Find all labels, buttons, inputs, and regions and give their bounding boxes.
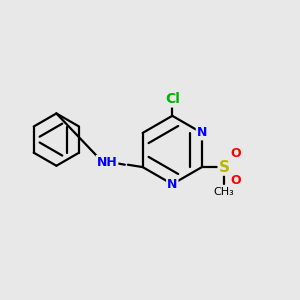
Text: S: S [219, 160, 230, 175]
Text: O: O [230, 147, 241, 160]
Text: NH: NH [97, 156, 117, 169]
Text: N: N [167, 178, 178, 191]
Text: O: O [230, 174, 241, 187]
Text: CH₃: CH₃ [214, 187, 235, 197]
Text: Cl: Cl [165, 92, 180, 106]
Text: N: N [197, 126, 207, 140]
